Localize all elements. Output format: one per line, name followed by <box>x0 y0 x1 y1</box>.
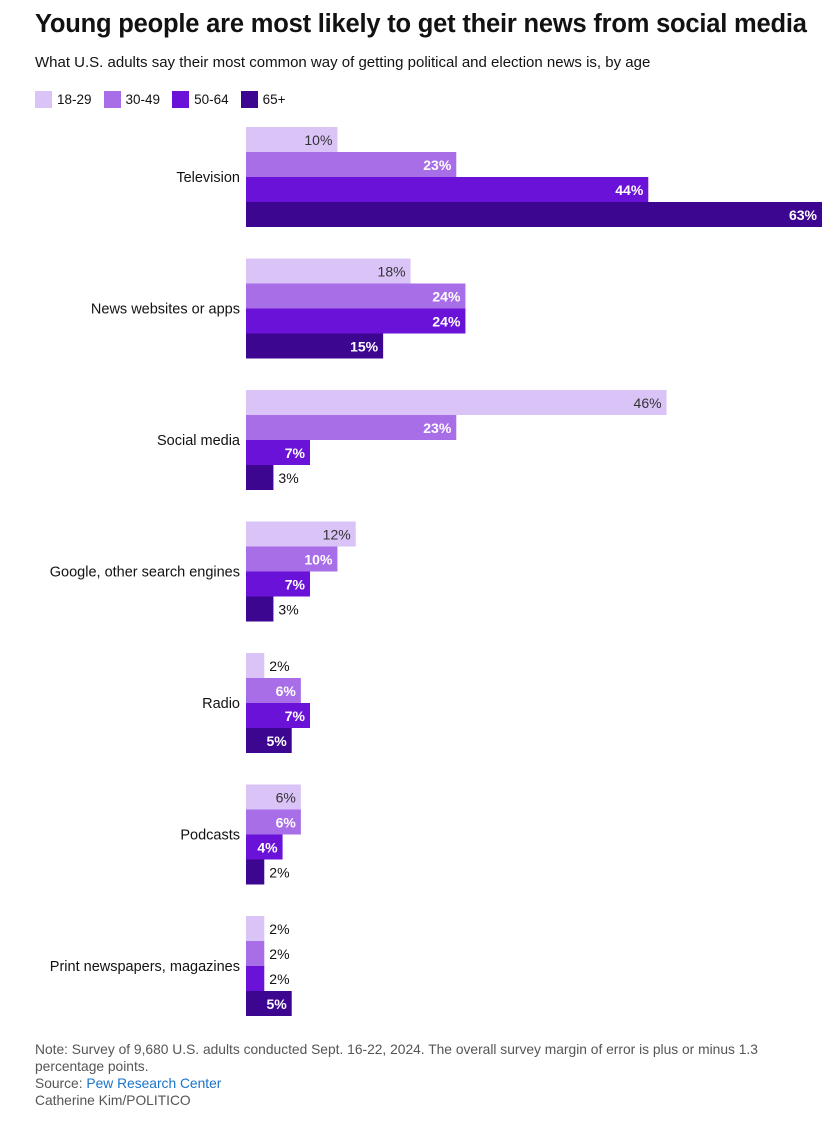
data-label-television-18-29: 10% <box>304 132 332 148</box>
legend-swatch-30-49 <box>103 91 121 108</box>
data-label-social-media-65: 3% <box>278 470 298 486</box>
bar-google-other-search-engines-30-49 <box>246 546 338 572</box>
chart-subtitle: What U.S. adults say their most common w… <box>35 54 651 71</box>
source-link[interactable]: Pew Research Center <box>86 1076 222 1091</box>
data-label-news-websites-or-apps-65: 15% <box>350 339 379 355</box>
data-label-google-other-search-engines-65: 3% <box>278 602 298 618</box>
data-label-news-websites-or-apps-50-64: 24% <box>432 314 461 330</box>
bar-social-media-65 <box>246 465 274 490</box>
legend-label-18-29: 18-29 <box>57 92 92 107</box>
bar-google-other-search-engines-50-64 <box>246 571 310 597</box>
legend-item-65-plus: 65+ <box>240 91 286 108</box>
bar-television-18-29 <box>246 127 338 152</box>
data-label-social-media-18-29: 46% <box>634 395 662 411</box>
bar-social-media-50-64 <box>246 440 310 465</box>
data-label-podcasts-65: 2% <box>269 865 289 881</box>
data-label-news-websites-or-apps-18-29: 18% <box>378 264 406 280</box>
category-label-print-newspapers-magazines: Print newspapers, magazines <box>50 959 240 975</box>
bar-chart: Television 10% 23% 44% 63% News websites or a… <box>50 127 822 1016</box>
legend-item-18-29: 18-29 <box>35 91 92 108</box>
legend-swatch-65-plus <box>240 91 258 108</box>
legend: 18-29 30-49 50-64 65+ <box>35 91 298 108</box>
data-label-radio-18-29: 2% <box>269 658 289 674</box>
footer-credit: Catherine Kim/POLITICO <box>35 1093 191 1108</box>
bar-podcasts-65 <box>246 859 265 885</box>
category-label-news-websites-or-apps: News websites or apps <box>91 302 240 318</box>
bar-news-websites-or-apps-18-29 <box>246 258 411 284</box>
footer-source: Source: Pew Research Center <box>35 1075 810 1092</box>
data-label-podcasts-18-29: 6% <box>276 790 296 806</box>
legend-item-30-49: 30-49 <box>103 91 161 108</box>
data-label-radio-30-49: 6% <box>276 683 297 699</box>
data-label-social-media-50-64: 7% <box>285 445 306 461</box>
footer: Note: Survey of 9,680 U.S. adults conduc… <box>35 1041 810 1109</box>
chart-title: Young people are most likely to get thei… <box>35 10 807 38</box>
bar-podcasts-18-29 <box>246 784 301 810</box>
bar-podcasts-50-64 <box>246 834 283 860</box>
bar-news-websites-or-apps-50-64 <box>246 308 466 334</box>
bar-podcasts-30-49 <box>246 809 301 835</box>
bar-google-other-search-engines-18-29 <box>246 521 356 547</box>
bar-television-50-64 <box>246 177 649 202</box>
source-prefix: Source: <box>35 1076 87 1091</box>
bar-google-other-search-engines-65 <box>246 596 274 622</box>
data-label-google-other-search-engines-30-49: 10% <box>304 552 333 568</box>
legend-swatch-18-29 <box>35 91 52 108</box>
bar-print-newspapers-magazines-65 <box>246 991 292 1016</box>
bar-print-newspapers-magazines-18-29 <box>246 916 265 941</box>
category-label-social-media: Social media <box>157 433 241 449</box>
data-label-radio-65: 5% <box>266 733 287 749</box>
data-label-podcasts-30-49: 6% <box>276 815 297 831</box>
data-label-radio-50-64: 7% <box>285 708 306 724</box>
bar-television-65 <box>246 202 822 227</box>
bar-print-newspapers-magazines-30-49 <box>246 941 265 966</box>
category-label-google-other-search-engines: Google, other search engines <box>50 565 240 581</box>
bar-radio-30-49 <box>246 678 301 703</box>
bar-radio-65 <box>246 728 292 753</box>
bar-radio-18-29 <box>246 653 265 678</box>
bar-print-newspapers-magazines-50-64 <box>246 966 265 991</box>
category-label-podcasts: Podcasts <box>180 828 240 844</box>
bar-news-websites-or-apps-30-49 <box>246 283 466 309</box>
bar-social-media-18-29 <box>246 390 667 415</box>
legend-label-65-plus: 65+ <box>262 92 286 107</box>
legend-swatch-50-64 <box>172 91 190 108</box>
footer-note: Note: Survey of 9,680 U.S. adults conduc… <box>35 1042 758 1074</box>
data-label-television-65: 63% <box>789 207 818 223</box>
data-label-print-newspapers-magazines-18-29: 2% <box>269 921 289 937</box>
category-label-radio: Radio <box>202 696 240 712</box>
bar-social-media-30-49 <box>246 415 457 440</box>
category-label-television: Television <box>176 170 240 186</box>
data-label-news-websites-or-apps-30-49: 24% <box>432 289 461 305</box>
data-label-print-newspapers-magazines-30-49: 2% <box>269 946 289 962</box>
bar-television-30-49 <box>246 152 457 177</box>
data-label-podcasts-50-64: 4% <box>257 840 278 856</box>
data-label-social-media-30-49: 23% <box>423 420 452 436</box>
bar-radio-50-64 <box>246 703 310 728</box>
data-label-google-other-search-engines-18-29: 12% <box>323 527 351 543</box>
data-label-google-other-search-engines-50-64: 7% <box>285 577 306 593</box>
data-label-print-newspapers-magazines-50-64: 2% <box>269 971 289 987</box>
data-label-television-50-64: 44% <box>615 182 644 198</box>
legend-label-50-64: 50-64 <box>194 92 229 107</box>
legend-label-30-49: 30-49 <box>125 92 161 107</box>
bar-news-websites-or-apps-65 <box>246 333 384 359</box>
data-label-print-newspapers-magazines-65: 5% <box>266 996 287 1012</box>
legend-item-50-64: 50-64 <box>172 91 229 108</box>
data-label-television-30-49: 23% <box>423 157 452 173</box>
